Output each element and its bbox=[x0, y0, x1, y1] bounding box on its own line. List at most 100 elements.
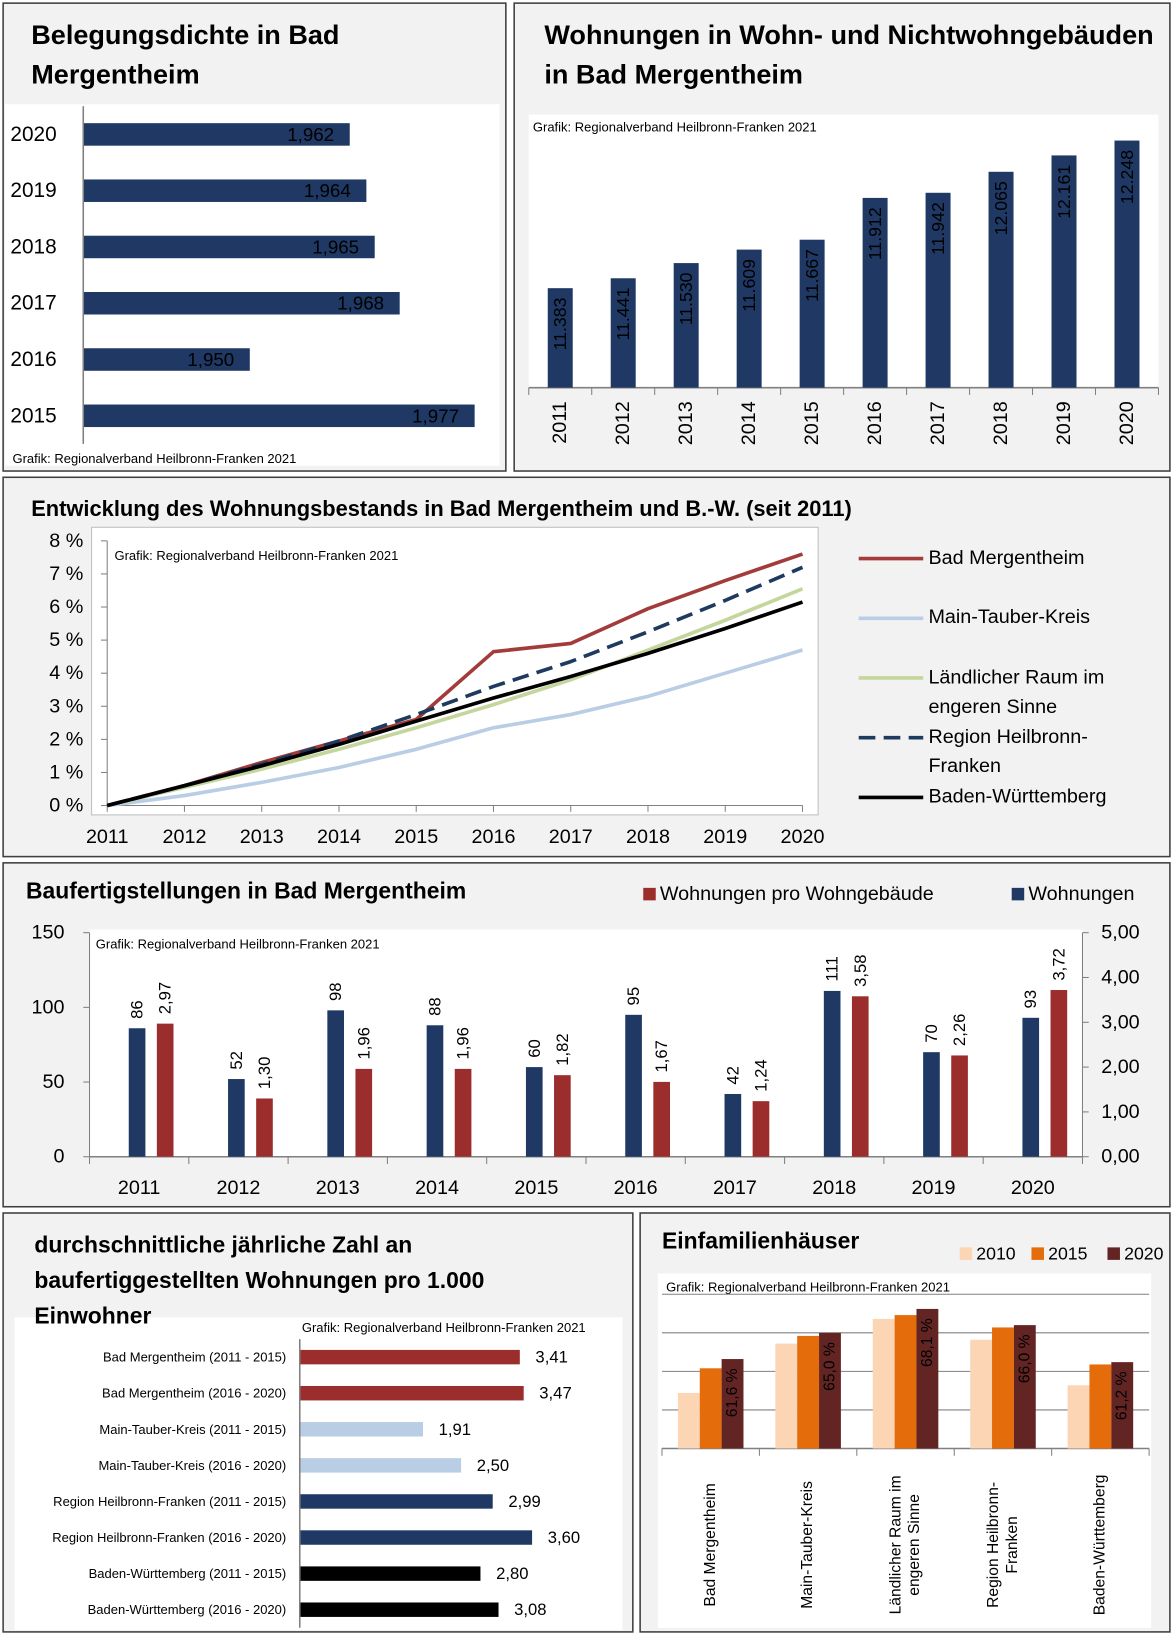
bar bbox=[299, 1494, 493, 1509]
x-tick-label: 2016 bbox=[614, 1177, 658, 1199]
x-tick-label: 2013 bbox=[240, 826, 284, 848]
value-label: 68,1 % bbox=[919, 1318, 936, 1367]
x-tick-label: 2017 bbox=[549, 826, 593, 848]
chart-title: Wohnungen in Wohn- und Nichtwohngebäuden… bbox=[544, 18, 1154, 90]
bar bbox=[327, 1010, 345, 1157]
bar bbox=[992, 1327, 1014, 1449]
bar bbox=[299, 1602, 499, 1617]
x-tick-label: 2018 bbox=[990, 401, 1012, 445]
y-tick-label: 3 % bbox=[49, 695, 83, 717]
y2-tick-label: 1,00 bbox=[1101, 1101, 1139, 1123]
x-tick-label: 2020 bbox=[1116, 401, 1138, 445]
y-tick-label: 8 % bbox=[49, 530, 83, 552]
y-tick-label: 100 bbox=[32, 996, 65, 1018]
value-label: 1,96 bbox=[354, 1027, 373, 1059]
bar bbox=[677, 1392, 700, 1449]
x-tick-label: 2018 bbox=[812, 1177, 856, 1199]
chart-title: Einfamilienhäuser bbox=[661, 1227, 860, 1254]
line-series bbox=[106, 600, 804, 808]
legend-label: Wohnungen bbox=[1028, 883, 1134, 905]
x-tick-label: 2016 bbox=[471, 826, 515, 848]
x-tick-label: 2019 bbox=[912, 1177, 956, 1199]
bar bbox=[426, 1025, 444, 1157]
y2-tick-label: 5,00 bbox=[1101, 922, 1139, 944]
legend-label: Wohnungen pro Wohngebäude bbox=[660, 883, 934, 905]
source-note: Grafik: Regionalverband Heilbronn-Franke… bbox=[12, 451, 296, 466]
value-label: 1,67 bbox=[652, 1040, 671, 1072]
legend-label: Bad Mergentheim bbox=[928, 547, 1085, 569]
bar bbox=[1089, 1364, 1112, 1449]
category-label: Region Heilbronn-Franken (2016 - 2020) bbox=[52, 1530, 286, 1545]
x-tick-label: 2019 bbox=[703, 826, 747, 848]
y-tick-label: 2 % bbox=[49, 728, 83, 750]
x-tick-label: 2011 bbox=[549, 401, 571, 444]
bar bbox=[752, 1101, 770, 1157]
value-label: 1,82 bbox=[553, 1033, 572, 1065]
bar bbox=[299, 1422, 424, 1437]
value-label: 11.530 bbox=[676, 272, 696, 325]
value-label: 61,2 % bbox=[1114, 1371, 1131, 1420]
value-label: 42 bbox=[723, 1066, 742, 1085]
x-tick-label: 2014 bbox=[738, 401, 760, 445]
legend-swatch bbox=[1107, 1247, 1120, 1260]
value-label: 86 bbox=[128, 1000, 147, 1019]
value-label: 1,91 bbox=[439, 1420, 471, 1439]
bar bbox=[1051, 155, 1077, 388]
value-label: 1,24 bbox=[751, 1059, 770, 1091]
bar bbox=[923, 1052, 940, 1157]
value-label: 93 bbox=[1021, 990, 1040, 1009]
chart-title: durchschnittliche jährliche Zahl an bauf… bbox=[34, 1231, 485, 1329]
legend-label: 2020 bbox=[1124, 1244, 1163, 1264]
value-label: 111 bbox=[823, 956, 842, 981]
bar bbox=[1050, 990, 1068, 1157]
legend-label: Region Heilbronn-Franken bbox=[928, 726, 1088, 778]
legend-label: 2015 bbox=[1048, 1244, 1087, 1264]
value-label: 3,60 bbox=[548, 1528, 580, 1547]
category-label: Main-Tauber-Kreis (2011 - 2015) bbox=[99, 1422, 286, 1437]
bar bbox=[156, 1023, 174, 1157]
source-note: Grafik: Regionalverband Heilbronn-Franke… bbox=[302, 1320, 586, 1335]
value-label: 3,72 bbox=[1049, 948, 1068, 980]
legend-label: 2010 bbox=[976, 1244, 1015, 1264]
y2-tick-label: 0,00 bbox=[1101, 1146, 1139, 1168]
category-label: 2018 bbox=[10, 235, 56, 258]
value-label: 2,97 bbox=[156, 982, 175, 1014]
x-tick-label: 2018 bbox=[626, 826, 670, 848]
value-label: 11.441 bbox=[613, 288, 633, 341]
bar bbox=[83, 123, 350, 146]
bar bbox=[1067, 1385, 1090, 1449]
value-label: 1,977 bbox=[412, 405, 459, 426]
value-label: 1,950 bbox=[187, 349, 234, 370]
x-tick-label: 2017 bbox=[927, 401, 949, 445]
source-note: Grafik: Regionalverband Heilbronn-Franke… bbox=[114, 548, 398, 563]
category-label: Baden-Württemberg (2016 - 2020) bbox=[88, 1602, 287, 1617]
x-tick-label: 2012 bbox=[216, 1177, 260, 1199]
line-series bbox=[106, 565, 804, 808]
bar bbox=[83, 235, 375, 259]
line-series bbox=[106, 587, 804, 808]
value-label: 2,50 bbox=[477, 1456, 509, 1475]
legend-swatch bbox=[643, 887, 656, 901]
x-tick-label: 2015 bbox=[801, 401, 823, 445]
value-label: 2,26 bbox=[950, 1014, 969, 1046]
bar bbox=[299, 1385, 524, 1401]
bar bbox=[83, 348, 250, 371]
bar bbox=[851, 996, 869, 1157]
bar bbox=[525, 1067, 543, 1157]
x-tick-label: Baden-Württemberg bbox=[1091, 1474, 1109, 1616]
x-tick-label: 2020 bbox=[781, 826, 825, 848]
value-label: 70 bbox=[922, 1024, 941, 1043]
bar bbox=[988, 171, 1014, 388]
bar bbox=[610, 278, 636, 388]
x-tick-label: 2016 bbox=[864, 401, 886, 445]
value-label: 3,58 bbox=[851, 954, 870, 986]
chart-title: Belegungsdichte in Bad Mergentheim bbox=[31, 18, 340, 90]
y-tick-label: 0 % bbox=[49, 795, 83, 817]
category-label: Main-Tauber-Kreis (2016 - 2020) bbox=[98, 1458, 286, 1473]
bar bbox=[775, 1343, 798, 1449]
value-label: 11.667 bbox=[802, 249, 822, 302]
bar bbox=[925, 192, 951, 388]
value-label: 12.248 bbox=[1117, 150, 1137, 204]
bar bbox=[355, 1068, 373, 1157]
